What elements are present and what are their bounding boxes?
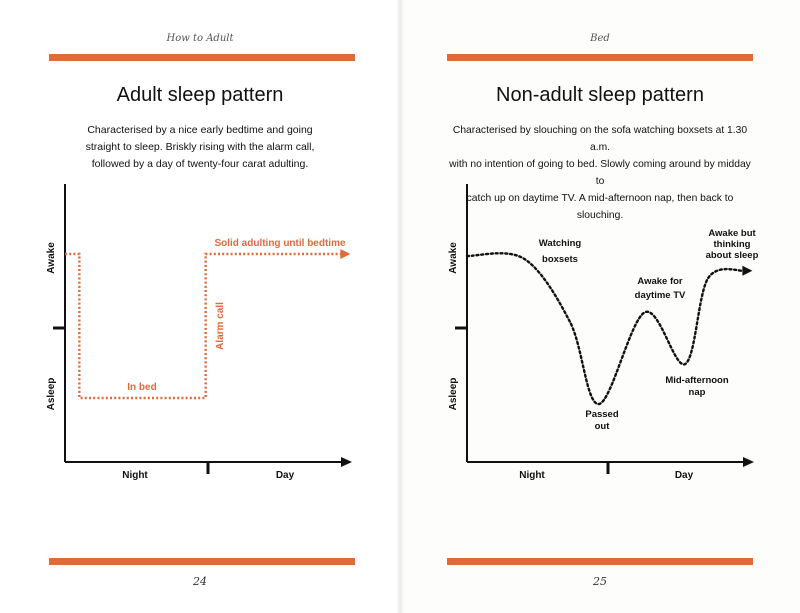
description-line: Characterised by slouching on the sofa w… <box>452 125 748 153</box>
annotation-awake-daytime-tv: Awake for daytime TV <box>635 276 686 301</box>
annotation-line: Awake for <box>637 276 683 287</box>
bottom-accent-bar-right <box>447 558 753 565</box>
x-tick-label-day: Day <box>675 470 694 481</box>
annotation-line: daytime TV <box>635 290 686 301</box>
non-adult-sleep-chart: Awake Asleep Night Day Watching boxsets … <box>448 184 759 481</box>
x-axis-arrow <box>743 457 754 467</box>
annotation-line: thinking <box>714 239 751 250</box>
running-head-left: How to Adult <box>166 33 234 44</box>
description-line: catch up on daytime TV. A mid-afternoon … <box>466 193 734 221</box>
annotation-line: Watching <box>539 238 582 249</box>
left-page: How to Adult Adult sleep pattern Charact… <box>0 0 400 613</box>
y-tick-label-asleep: Asleep <box>46 378 57 411</box>
x-tick-label-night: Night <box>519 470 545 481</box>
description-line: with no intention of going to bed. Slowl… <box>449 159 751 187</box>
annotation-alarm-call: Alarm call <box>215 302 226 350</box>
page-number-right: 25 <box>593 575 607 588</box>
annotation-awake-thinking: Awake but thinking about sleep <box>706 228 759 261</box>
series-line-non-adult <box>465 252 747 406</box>
description-left: Characterised by a nice early bedtime an… <box>50 122 350 173</box>
description-line: Characterised by a nice early bedtime an… <box>87 124 313 136</box>
annotation-line: boxsets <box>542 254 578 265</box>
series-line-adult <box>65 252 344 400</box>
description-line: followed by a day of twenty-four carat a… <box>91 158 309 170</box>
y-tick-label-awake: Awake <box>448 242 459 274</box>
top-accent-bar-left <box>49 54 355 61</box>
right-page: Bed Non-adult sleep pattern Characterise… <box>400 0 800 613</box>
adult-sleep-chart: Awake Asleep Night Day Solid adulting un… <box>46 184 352 481</box>
page-number-left: 24 <box>193 575 207 588</box>
book-gutter <box>396 0 404 613</box>
annotation-passed-out: Passed out <box>585 409 618 432</box>
series-arrow-non-adult <box>742 265 753 276</box>
y-tick-label-asleep: Asleep <box>448 378 459 411</box>
annotation-line: out <box>595 421 611 432</box>
page-title-right: Non-adult sleep pattern <box>496 84 704 106</box>
annotation-solid-adulting: Solid adulting until bedtime <box>214 238 346 249</box>
annotation-line: Mid-afternoon <box>665 375 729 386</box>
annotation-line: nap <box>689 387 706 398</box>
running-head-right: Bed <box>590 33 610 44</box>
bottom-accent-bar-left <box>49 558 355 565</box>
x-tick-label-day: Day <box>276 470 295 481</box>
x-tick-label-night: Night <box>122 470 148 481</box>
page-title-left: Adult sleep pattern <box>116 84 284 106</box>
description-right: Characterised by slouching on the sofa w… <box>445 122 755 224</box>
annotation-in-bed: In bed <box>127 382 156 393</box>
annotation-line: Passed <box>585 409 618 420</box>
annotation-line: Awake but <box>708 228 756 239</box>
top-accent-bar-right <box>447 54 753 61</box>
annotation-line: about sleep <box>706 250 759 261</box>
description-line: straight to sleep. Briskly rising with t… <box>85 141 315 153</box>
y-tick-label-awake: Awake <box>46 242 57 274</box>
annotation-mid-afternoon-nap: Mid-afternoon nap <box>665 375 729 398</box>
annotation-watching-boxsets: Watching boxsets <box>539 238 582 265</box>
x-axis-arrow <box>341 457 352 467</box>
series-arrow-adult <box>340 249 351 259</box>
